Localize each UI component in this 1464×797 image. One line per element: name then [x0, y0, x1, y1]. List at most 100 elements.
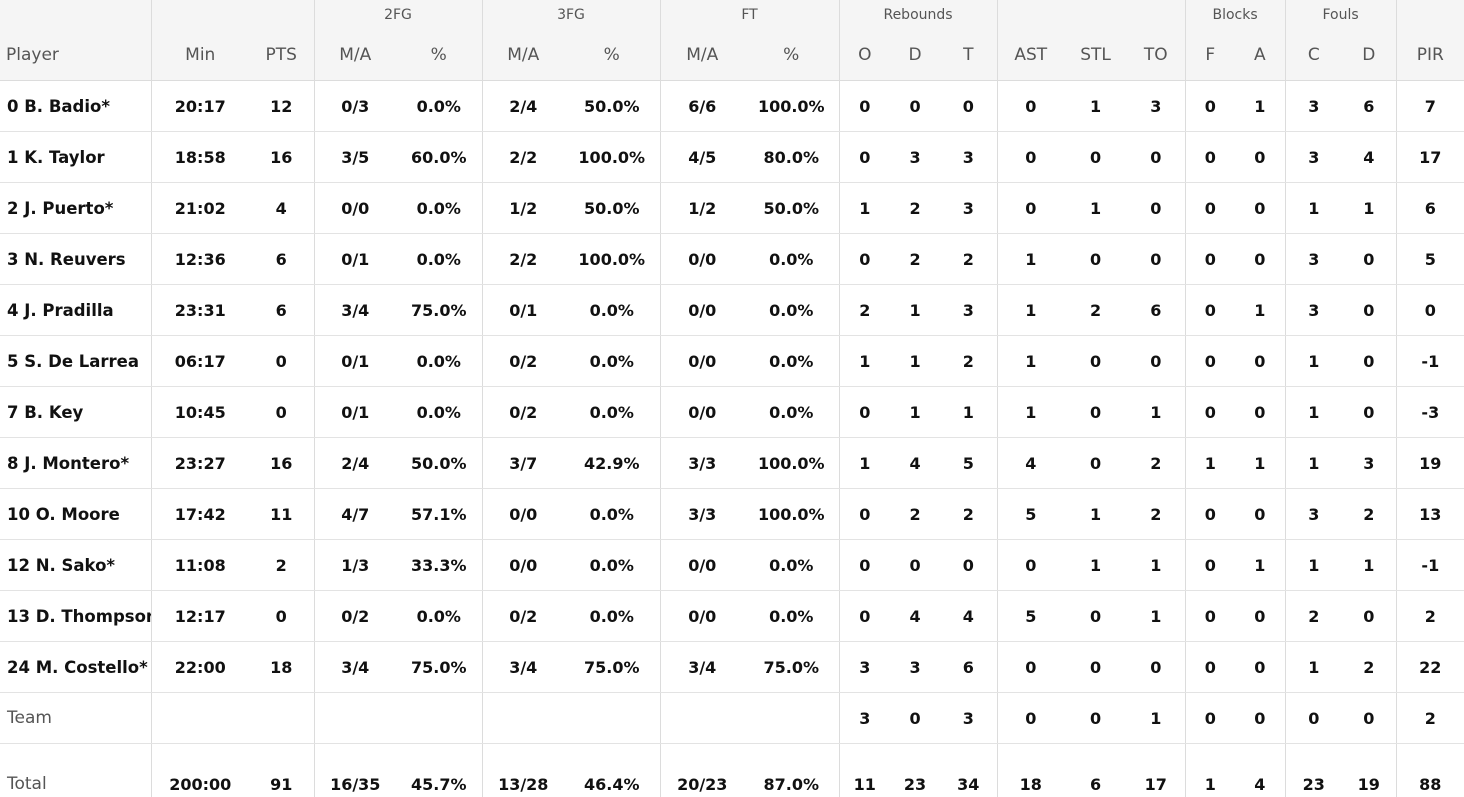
- col-pts[interactable]: PTS: [249, 29, 314, 81]
- stat-fd: 0: [1342, 336, 1396, 387]
- stat-fg2: 3/5: [314, 132, 396, 183]
- stat-ftp: 0.0%: [744, 336, 839, 387]
- col-foul-c[interactable]: C: [1285, 29, 1342, 81]
- stat-t: 2: [940, 489, 997, 540]
- stat-fg3p: 42.9%: [564, 438, 660, 489]
- stat-ft: 1/2: [660, 183, 744, 234]
- stat-fd: 2: [1342, 489, 1396, 540]
- stat-to: 3: [1127, 81, 1185, 132]
- total-stat-t: 34: [940, 744, 997, 797]
- team-stat-stl: 0: [1064, 693, 1127, 744]
- stat-pts: 6: [249, 285, 314, 336]
- header-group-row: 2FG 3FG FT Rebounds Blocks Fouls: [0, 0, 1464, 29]
- stat-fg3p: 100.0%: [564, 234, 660, 285]
- stat-bf: 0: [1185, 285, 1235, 336]
- col-pir[interactable]: PIR: [1396, 29, 1464, 81]
- col-foul-d[interactable]: D: [1342, 29, 1396, 81]
- stat-o: 0: [839, 387, 890, 438]
- stat-fc: 1: [1285, 387, 1342, 438]
- col-blk-f[interactable]: F: [1185, 29, 1235, 81]
- stat-fg3: 0/2: [482, 336, 564, 387]
- stat-fc: 3: [1285, 81, 1342, 132]
- player-name-link[interactable]: B. Key: [24, 403, 83, 422]
- player-number: 7: [7, 403, 18, 422]
- stat-fg3: 0/1: [482, 285, 564, 336]
- stat-fc: 1: [1285, 336, 1342, 387]
- player-number: 13: [7, 607, 30, 626]
- player-cell: 13 D. Thompson: [0, 591, 151, 642]
- player-name-link[interactable]: S. De Larrea: [24, 352, 139, 371]
- stat-fd: 4: [1342, 132, 1396, 183]
- header-column-row: Player Min PTS M/A % M/A % M/A % O D T A…: [0, 29, 1464, 81]
- stat-ast: 0: [997, 540, 1064, 591]
- player-name-link[interactable]: J. Pradilla: [24, 301, 113, 320]
- col-blk-a[interactable]: A: [1235, 29, 1285, 81]
- stat-fg2: 2/4: [314, 438, 396, 489]
- player-name-link[interactable]: M. Costello*: [36, 658, 148, 677]
- player-name-link[interactable]: D. Thompson: [36, 607, 151, 626]
- stat-ast: 1: [997, 285, 1064, 336]
- stat-ba: 1: [1235, 540, 1285, 591]
- stat-d: 4: [890, 438, 940, 489]
- col-2fg-ma[interactable]: M/A: [314, 29, 396, 81]
- stat-fc: 2: [1285, 591, 1342, 642]
- stat-bf: 0: [1185, 234, 1235, 285]
- player-name-link[interactable]: J. Puerto*: [24, 199, 113, 218]
- col-ast[interactable]: AST: [997, 29, 1064, 81]
- team-stat-to: 1: [1127, 693, 1185, 744]
- col-min[interactable]: Min: [151, 29, 249, 81]
- stat-o: 1: [839, 183, 890, 234]
- stat-pts: 4: [249, 183, 314, 234]
- stat-ba: 0: [1235, 132, 1285, 183]
- col-to[interactable]: TO: [1127, 29, 1185, 81]
- player-name-link[interactable]: J. Montero*: [24, 454, 129, 473]
- col-reb-o[interactable]: O: [839, 29, 890, 81]
- player-name-link[interactable]: O. Moore: [36, 505, 120, 524]
- group-blocks: Blocks: [1185, 0, 1285, 29]
- stat-fg2p: 0.0%: [396, 336, 482, 387]
- stat-ast: 5: [997, 489, 1064, 540]
- stat-stl: 1: [1064, 81, 1127, 132]
- stat-ast: 0: [997, 642, 1064, 693]
- col-3fg-pct[interactable]: %: [564, 29, 660, 81]
- stat-fc: 3: [1285, 285, 1342, 336]
- player-cell: 7 B. Key: [0, 387, 151, 438]
- player-name-link[interactable]: N. Sako*: [36, 556, 115, 575]
- stat-d: 3: [890, 642, 940, 693]
- stat-stl: 0: [1064, 387, 1127, 438]
- total-stat-fc: 23: [1285, 744, 1342, 797]
- player-name-link[interactable]: K. Taylor: [24, 148, 104, 167]
- col-2fg-pct[interactable]: %: [396, 29, 482, 81]
- stat-ba: 0: [1235, 489, 1285, 540]
- stat-fc: 1: [1285, 642, 1342, 693]
- player-name-link[interactable]: B. Badio*: [24, 97, 110, 116]
- player-cell: 0 B. Badio*: [0, 81, 151, 132]
- col-3fg-ma[interactable]: M/A: [482, 29, 564, 81]
- stat-ba: 0: [1235, 234, 1285, 285]
- stat-fg2p: 75.0%: [396, 285, 482, 336]
- stat-pts: 2: [249, 540, 314, 591]
- total-stat-min: 200:00: [151, 744, 249, 797]
- player-name-link[interactable]: N. Reuvers: [24, 250, 125, 269]
- stat-t: 3: [940, 285, 997, 336]
- stat-pir: 5: [1396, 234, 1464, 285]
- group-fouls: Fouls: [1285, 0, 1396, 29]
- stat-pts: 0: [249, 387, 314, 438]
- col-ft-pct[interactable]: %: [744, 29, 839, 81]
- stat-fg3p: 0.0%: [564, 591, 660, 642]
- col-reb-d[interactable]: D: [890, 29, 940, 81]
- stat-bf: 0: [1185, 489, 1235, 540]
- col-player[interactable]: Player: [0, 29, 151, 81]
- stat-min: 10:45: [151, 387, 249, 438]
- stat-min: 21:02: [151, 183, 249, 234]
- stat-ast: 0: [997, 132, 1064, 183]
- col-reb-t[interactable]: T: [940, 29, 997, 81]
- col-ft-ma[interactable]: M/A: [660, 29, 744, 81]
- player-number: 24: [7, 658, 30, 677]
- stat-ft: 0/0: [660, 285, 744, 336]
- col-stl[interactable]: STL: [1064, 29, 1127, 81]
- stat-min: 11:08: [151, 540, 249, 591]
